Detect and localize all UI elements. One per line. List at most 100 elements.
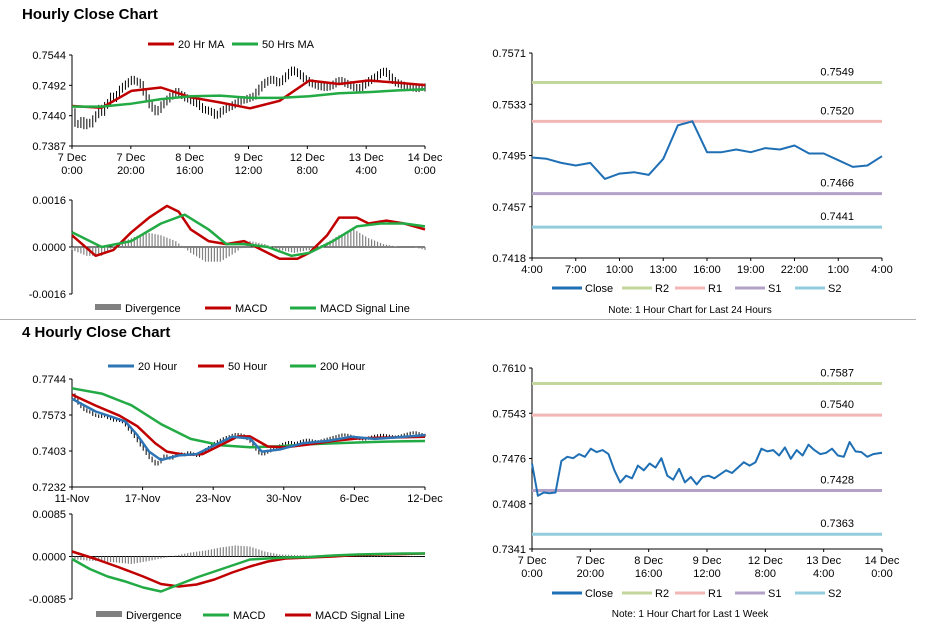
x-tick-label: 16:00: [176, 165, 204, 177]
x-tick-label: 8:00: [297, 165, 318, 177]
y-tick-label: 0.7492: [32, 80, 66, 92]
y-tick-label: 0.7571: [492, 48, 526, 60]
x-tick-label: 13 Dec: [806, 555, 841, 567]
four-hourly-section-title: 4 Hourly Close Chart: [22, 324, 171, 341]
x-tick-label: 8 Dec: [175, 152, 204, 164]
close-line: [531, 441, 883, 497]
x-tick-label: 20:00: [577, 568, 605, 580]
x-tick-label: 0:00: [521, 568, 542, 580]
x-tick-label: 12:00: [235, 165, 263, 177]
x-tick-label: 16:00: [635, 568, 663, 580]
y-tick-label: 0.0016: [32, 195, 66, 207]
y-tick-label: 0.7440: [32, 111, 66, 123]
section-divider: [0, 319, 916, 320]
y-tick-label: 0.0000: [32, 552, 66, 564]
x-tick-label: 1:00: [828, 264, 849, 276]
x-tick-label: 7 Dec: [116, 152, 145, 164]
s1-level-label: 0.7466: [820, 178, 854, 190]
x-tick-label: 14 Dec: [408, 152, 443, 164]
20-hr-ma-legend-label: 20 Hr MA: [178, 39, 225, 51]
x-tick-label: 6-Dec: [340, 493, 370, 505]
chart-note: Note: 1 Hour Chart for Last 1 Week: [612, 609, 770, 620]
x-tick-label: 8 Dec: [634, 555, 663, 567]
x-tick-label: 30-Nov: [266, 493, 302, 505]
x-tick-label: 8:00: [755, 568, 776, 580]
200-hour-line: [71, 387, 426, 449]
macd-line: [71, 204, 426, 261]
y-tick-label: 0.7418: [492, 253, 526, 265]
x-tick-label: 4:00: [521, 264, 542, 276]
divergence-legend-swatch: [96, 611, 122, 617]
x-tick-label: 4:00: [813, 568, 834, 580]
y-tick-label: 0.7457: [492, 202, 526, 214]
r2-legend-label: R2: [655, 588, 669, 600]
200-hour-legend-label: 200 Hour: [320, 361, 366, 373]
x-tick-label: 10:00: [606, 264, 634, 276]
chart-note: Note: 1 Hour Chart for Last 24 Hours: [608, 305, 771, 316]
x-tick-label: 0:00: [61, 165, 82, 177]
s1-level-label: 0.7428: [820, 474, 854, 486]
r1-level-label: 0.7540: [820, 399, 854, 411]
y-tick-label: -0.0016: [29, 289, 66, 301]
y-tick-label: 0.7533: [492, 99, 526, 111]
x-tick-label: 11-Nov: [55, 493, 90, 505]
20-hour-legend-label: 20 Hour: [138, 361, 177, 373]
r2-level-label: 0.7587: [820, 367, 854, 379]
x-tick-label: 12:00: [693, 568, 721, 580]
y-tick-label: 0.7495: [492, 151, 526, 163]
x-tick-label: 19:00: [737, 264, 765, 276]
x-tick-label: 9 Dec: [234, 152, 263, 164]
y-tick-label: 0.0085: [32, 509, 66, 521]
s2-legend-label: S2: [828, 283, 841, 295]
close-legend-label: Close: [585, 588, 613, 600]
s1-legend-label: S1: [768, 588, 781, 600]
macd-signal-line: [71, 213, 426, 258]
x-tick-label: 22:00: [781, 264, 809, 276]
x-tick-label: 13 Dec: [349, 152, 384, 164]
y-tick-label: -0.0085: [29, 594, 66, 606]
50-hrs-ma-legend-label: 50 Hrs MA: [262, 39, 315, 51]
y-tick-label: 0.7403: [32, 446, 66, 458]
x-tick-label: 7:00: [565, 264, 586, 276]
50-hrs-ma-line: [72, 87, 426, 108]
20-hr-ma-line: [71, 79, 426, 110]
macd-line: [71, 552, 425, 593]
x-tick-label: 23-Nov: [195, 493, 231, 505]
r1-legend-label: R1: [708, 283, 722, 295]
x-tick-label: 20:00: [117, 165, 145, 177]
x-tick-label: 7 Dec: [518, 555, 547, 567]
y-tick-label: 0.7610: [492, 363, 526, 375]
hourly-section-title: Hourly Close Chart: [22, 6, 158, 23]
x-tick-label: 7 Dec: [576, 555, 605, 567]
x-tick-label: 0:00: [871, 568, 892, 580]
x-tick-label: 4:00: [355, 165, 376, 177]
y-tick-label: 0.7544: [32, 50, 66, 62]
20-hour-line: [71, 397, 426, 462]
50-hour-legend-label: 50 Hour: [228, 361, 267, 373]
s2-level-label: 0.7363: [820, 518, 854, 530]
r2-level-label: 0.7549: [820, 66, 854, 78]
y-tick-label: 0.7744: [32, 374, 66, 386]
x-tick-label: 16:00: [693, 264, 721, 276]
macd-legend-label: MACD: [233, 610, 265, 622]
divergence-legend-label: Divergence: [125, 303, 181, 315]
y-tick-label: 0.0000: [32, 242, 66, 254]
divergence-legend-swatch: [95, 304, 121, 310]
x-tick-label: 14 Dec: [865, 555, 900, 567]
x-tick-label: 13:00: [649, 264, 677, 276]
macd-legend-label: MACD: [235, 303, 267, 315]
x-tick-label: 7 Dec: [58, 152, 87, 164]
y-tick-label: 0.7476: [492, 454, 526, 466]
x-tick-label: 9 Dec: [693, 555, 722, 567]
y-tick-label: 0.7387: [32, 141, 66, 153]
x-tick-label: 12 Dec: [748, 555, 783, 567]
x-tick-label: 12-Dec: [407, 493, 443, 505]
divergence-legend-label: Divergence: [126, 610, 182, 622]
x-tick-label: 17-Nov: [125, 493, 161, 505]
close-legend-label: Close: [585, 283, 613, 295]
close-line: [531, 120, 883, 180]
x-tick-label: 0:00: [414, 165, 435, 177]
x-tick-label: 12 Dec: [290, 152, 325, 164]
y-tick-label: 0.7543: [492, 408, 526, 420]
